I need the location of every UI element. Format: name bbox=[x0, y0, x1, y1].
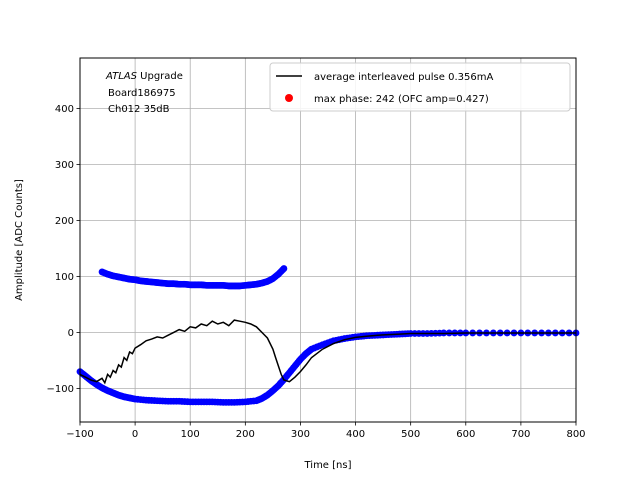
legend-entry-2: max phase: 242 (OFC amp=0.427) bbox=[314, 94, 489, 105]
annotation-italic: ATLAS bbox=[105, 71, 138, 82]
scatter-series-points-upper bbox=[98, 265, 288, 290]
y-axis-label: Amplitude [ADC Counts] bbox=[14, 179, 25, 301]
y-tick-label: 300 bbox=[55, 160, 74, 171]
annotation-line2: Board186975 bbox=[108, 88, 176, 99]
x-tick-label: 400 bbox=[346, 429, 365, 440]
plot-frame bbox=[79, 57, 577, 423]
y-tick-label: −100 bbox=[47, 384, 74, 395]
x-axis-label: Time [ns] bbox=[303, 460, 351, 471]
x-tick-label: 700 bbox=[511, 429, 530, 440]
annotation-line1: ATLAS Upgrade bbox=[105, 71, 183, 82]
x-tick-label: 300 bbox=[291, 429, 310, 440]
y-tick-label: 200 bbox=[55, 216, 74, 227]
atlas-annotation: ATLAS Upgrade Board186975 Ch012 35dB bbox=[105, 71, 183, 115]
legend-marker-swatch bbox=[285, 94, 293, 102]
grid bbox=[79, 58, 577, 422]
x-tick-label: 600 bbox=[456, 429, 475, 440]
x-tick-label: 0 bbox=[132, 429, 138, 440]
average-pulse-line bbox=[79, 319, 576, 385]
series-layer bbox=[76, 265, 580, 406]
legend: average interleaved pulse 0.356mA max ph… bbox=[269, 62, 571, 112]
annotation-rest: Upgrade bbox=[137, 71, 183, 82]
x-tick-label: 500 bbox=[401, 429, 420, 440]
y-tick-label: 100 bbox=[55, 272, 74, 283]
y-tick-label: 400 bbox=[55, 104, 74, 115]
scatter-series-points-lower bbox=[76, 329, 580, 406]
x-tick-label: 100 bbox=[181, 429, 200, 440]
data-point bbox=[280, 265, 288, 272]
legend-entry-1: average interleaved pulse 0.356mA bbox=[314, 72, 493, 83]
x-tick-label: 200 bbox=[236, 429, 255, 440]
x-tick-label: 800 bbox=[566, 429, 585, 440]
legend-box bbox=[269, 62, 571, 112]
ticks: −100 0 100 200 300 400 500 600 700 800 −100 0 100 200… bbox=[47, 104, 586, 440]
x-tick-label: −100 bbox=[66, 429, 93, 440]
annotation-line3: Ch012 35dB bbox=[108, 104, 170, 115]
y-tick-label: 0 bbox=[68, 328, 74, 339]
